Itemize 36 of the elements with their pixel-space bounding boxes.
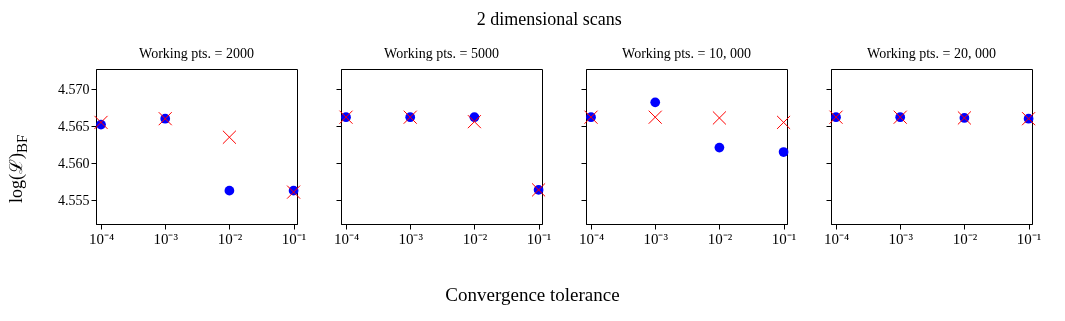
x-tick-label: 10⁻¹ — [771, 230, 797, 247]
x-tick-label: 10⁻³ — [888, 230, 914, 247]
chart-title: Working pts. = 10, 000 — [622, 46, 751, 61]
x-tick-label: 10⁻¹ — [281, 230, 307, 247]
y-tick-label: 4.560 — [58, 155, 90, 171]
x-tick-label: 10⁻⁴ — [578, 230, 605, 247]
point — [286, 185, 301, 200]
text: Convergence tolerance — [444, 284, 621, 306]
text: 2 dimensional scans — [476, 8, 622, 29]
point — [222, 130, 237, 145]
point — [714, 142, 725, 153]
x-tick-label: 10⁻¹ — [526, 230, 552, 247]
point — [712, 110, 727, 125]
point — [778, 147, 789, 157]
x-tick-label: 10⁻⁴ — [88, 230, 115, 247]
x-tick-label: 10⁻³ — [643, 230, 669, 247]
y-tick-label: 4.570 — [58, 81, 90, 97]
x-tick-label: 10⁻² — [952, 230, 978, 247]
chart-title: Working pts. = 20, 000 — [867, 46, 996, 61]
point — [94, 115, 109, 130]
point — [648, 110, 663, 125]
x-tick-label: 10⁻³ — [398, 230, 424, 247]
point — [650, 97, 661, 108]
x-tick-label: 10⁻² — [707, 230, 733, 247]
chart-title: Working pts. = 5000 — [384, 46, 499, 61]
point — [224, 185, 235, 196]
y-tick-label: 4.565 — [58, 118, 90, 134]
point — [776, 115, 791, 130]
x-tick-label: 10⁻³ — [153, 230, 179, 247]
x-tick-label: 10⁻² — [217, 230, 243, 247]
x-tick-label: 10⁻² — [462, 230, 488, 247]
y-tick-label: 4.555 — [58, 192, 90, 208]
x-tick-label: 10⁻⁴ — [823, 230, 850, 247]
chart-title: Working pts. = 2000 — [139, 46, 254, 61]
x-tick-label: 10⁻¹ — [1016, 230, 1042, 247]
x-tick-label: 10⁻⁴ — [333, 230, 360, 247]
